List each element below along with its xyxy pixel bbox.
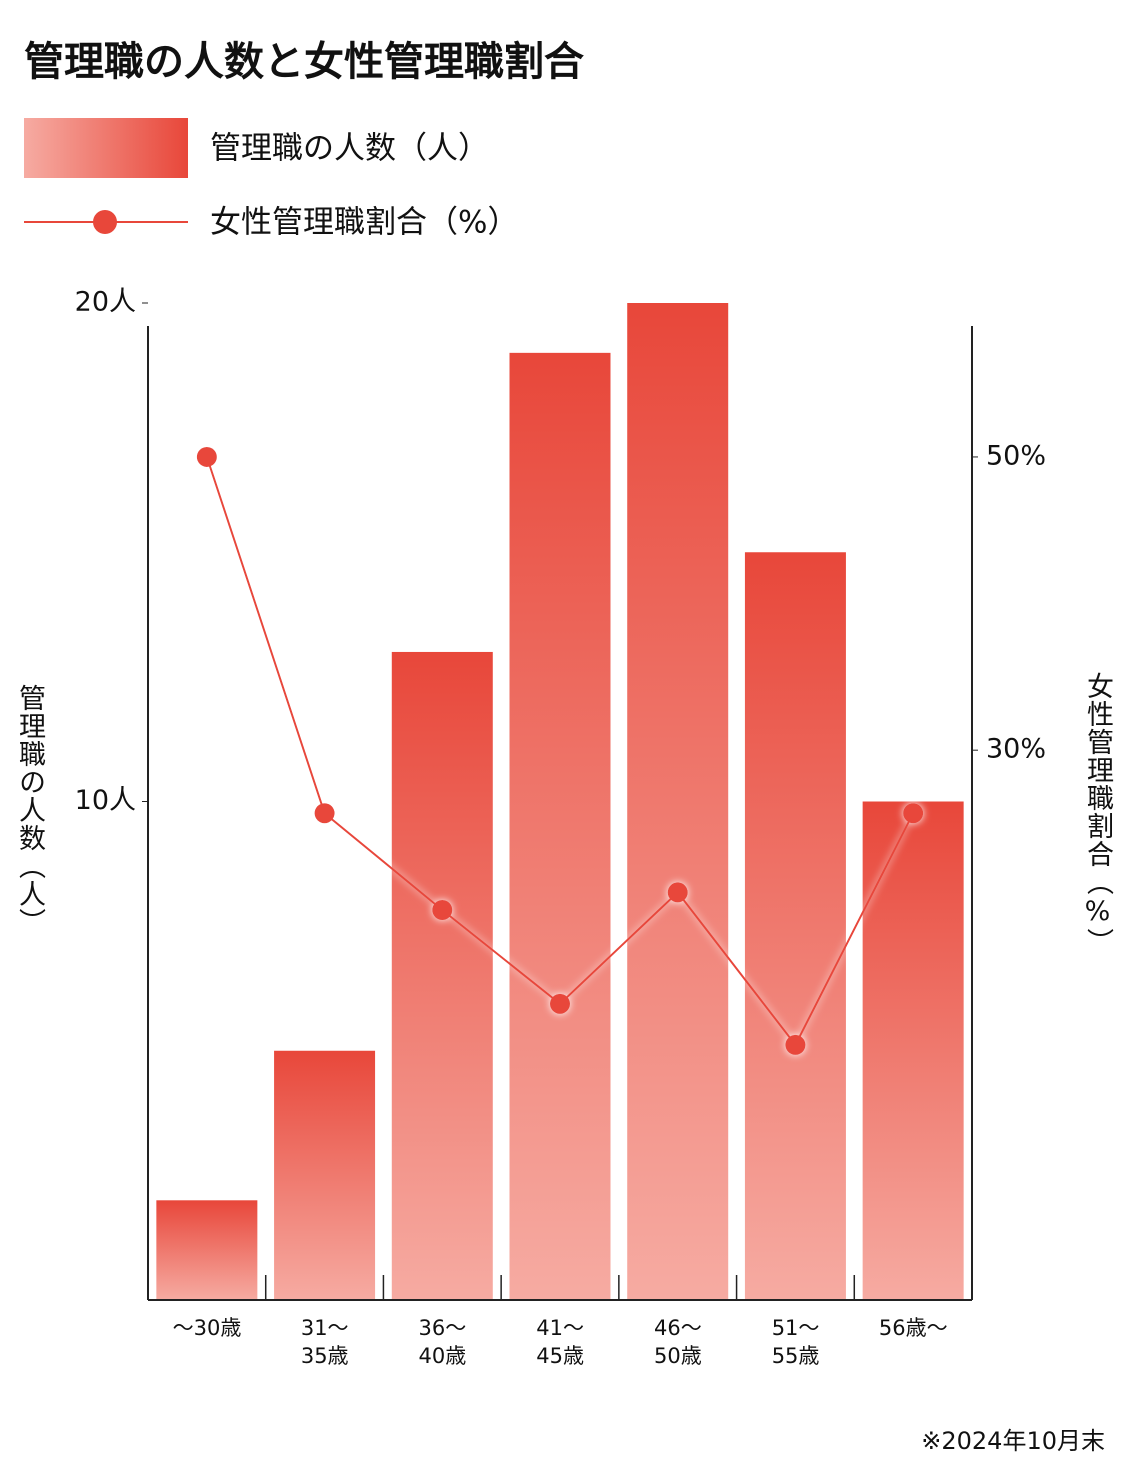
- y2-tick-label: 50%: [986, 440, 1046, 471]
- line-series: [196, 446, 924, 1055]
- legend-marker: [93, 210, 117, 234]
- x-tick-label: 56歳～: [878, 1316, 948, 1340]
- legend-swatch: [24, 118, 188, 178]
- x-tick-label: 36～ 40歳: [418, 1316, 467, 1368]
- bar: [509, 352, 611, 1301]
- x-tick-label: 31～ 35歳: [300, 1316, 349, 1368]
- point: [785, 1034, 806, 1055]
- point: [432, 899, 453, 920]
- point: [550, 993, 570, 1014]
- y2-axis-title: 女性管理職割合（%）: [1082, 672, 1113, 956]
- point: [903, 803, 924, 824]
- bar: [274, 1050, 376, 1300]
- bar: [391, 651, 493, 1300]
- x-tick-label: 46～ 50歳: [653, 1316, 702, 1368]
- y-tick-label: 10人: [75, 785, 136, 816]
- point: [196, 446, 217, 467]
- chart-title: 管理職の人数と女性管理職割合: [24, 39, 584, 85]
- bar: [862, 801, 964, 1300]
- bar: [156, 1200, 258, 1300]
- x-tick-label: ～30歳: [172, 1316, 242, 1340]
- footnote: ※2024年10月末: [921, 1427, 1105, 1455]
- legend-label: 管理職の人数（人）: [210, 131, 489, 167]
- bar: [744, 552, 846, 1300]
- y2-tick-label: 30%: [986, 734, 1046, 765]
- bar: [627, 303, 729, 1300]
- y-axis-title: 管理職の人数（人）: [14, 684, 45, 936]
- point: [314, 803, 335, 824]
- x-tick-label: 51～ 55歳: [771, 1316, 820, 1368]
- legend-label: 女性管理職割合（%）: [210, 205, 518, 241]
- point: [667, 882, 688, 903]
- y-tick-label: 20人: [75, 287, 136, 318]
- x-tick-label: 41～ 45歳: [536, 1316, 584, 1368]
